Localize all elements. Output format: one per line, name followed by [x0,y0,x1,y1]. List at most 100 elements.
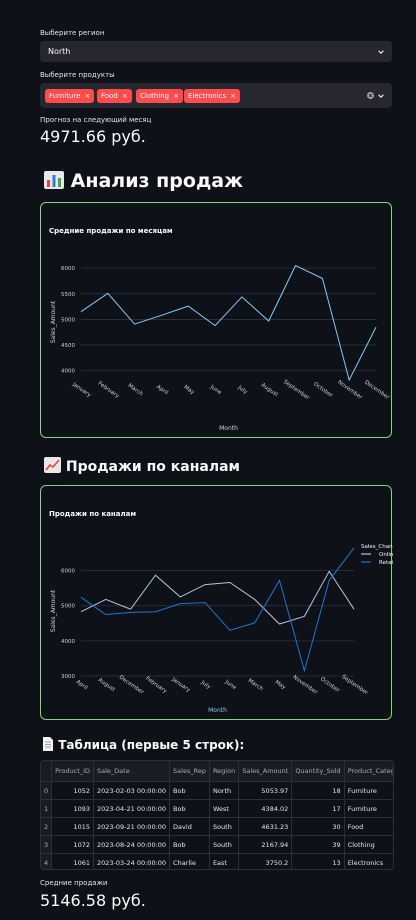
table-cell[interactable]: 4631.23 [238,817,293,836]
table-cell[interactable]: 1061 [51,853,94,869]
table-cell[interactable]: 17 [291,799,345,818]
column-header[interactable]: Sale_Date [93,761,171,782]
y-tick-label: 6000 [61,266,75,272]
region-select-value: North [48,47,71,56]
avg-sales-value: 5146.58 руб. [40,891,146,910]
column-header[interactable]: Product_Categ [344,761,393,782]
x-tick-label: June [208,384,223,397]
y-tick-label: 4000 [61,369,75,375]
x-tick-label: September [340,674,369,697]
forecast-value: 4971.66 руб. [40,127,146,146]
region-select[interactable]: North [40,41,392,62]
tag-furniture[interactable]: Furniture × [45,89,95,103]
table-cell[interactable]: 1093 [51,799,94,818]
chevron-down-icon[interactable] [378,93,384,99]
table-cell[interactable]: 39 [291,835,345,854]
table-cell[interactable]: West [209,799,240,818]
x-tick-label: October [319,676,341,694]
table-cell[interactable]: Furniture [344,799,393,818]
table-cell[interactable]: Bob [169,799,210,818]
x-axis-label: Month [219,425,238,432]
x-tick-label: January [170,676,192,694]
table-cell[interactable]: Food [344,817,393,836]
tag-clothing[interactable]: Clothing × [136,89,183,103]
trend-chart-icon [44,457,61,473]
x-tick-label: May [182,384,195,396]
table-cell[interactable]: Charlie [169,853,210,869]
table-row[interactable]: 3 1072 2023-08-24 00:00:00 Bob South 2167.94 3… [41,835,393,854]
x-tick-label: January [70,381,92,399]
table-cell[interactable]: 2023-02-03 00:00:00 [93,781,171,800]
x-tick-label: March [247,678,265,693]
table-cell[interactable]: South [209,835,240,854]
products-multiselect[interactable]: Furniture × Food × Clothing × Electronics × [40,83,392,108]
x-tick-label: October [312,381,334,399]
table-cell[interactable]: 2167.94 [238,835,293,854]
region-label: Выберите регион [40,29,105,37]
table-cell[interactable]: South [209,817,240,836]
x-tick-label: November [291,675,318,697]
x-tick-label: June [223,679,238,692]
close-icon[interactable]: × [84,92,91,100]
y-tick-label: 5500 [61,292,75,298]
column-header[interactable] [41,761,53,782]
table-cell[interactable]: 2023-04-21 00:00:00 [93,799,171,818]
table-cell[interactable]: 4 [41,853,53,869]
table-cell[interactable]: 4384.02 [238,799,293,818]
table-cell[interactable]: Electronics [344,853,393,869]
table-cell[interactable]: 2023-09-21 00:00:00 [93,817,171,836]
table-row[interactable]: 0 1052 2023-02-03 00:00:00 Bob North 5053.97 1… [41,781,393,800]
tag-electronics[interactable]: Electronics × [184,89,241,103]
close-icon[interactable]: × [230,92,237,100]
x-tick-label: April [75,679,89,691]
series-line-online [80,570,355,625]
column-header[interactable]: Region [209,761,240,782]
x-tick-label: August [97,677,117,693]
table-row[interactable]: 1 1093 2023-04-21 00:00:00 Bob West 4384.02 17… [41,799,393,818]
monthly-sales-chart: Средние продажи по месяцам 4000 4500 5000 55… [40,202,392,438]
x-tick-label: November [336,380,363,402]
x-tick-label: December [118,675,145,697]
table-cell[interactable]: 1052 [51,781,94,800]
table-cell[interactable]: 3 [41,835,53,854]
column-header[interactable]: Sales_Rep [169,761,210,782]
tag-food[interactable]: Food × [97,89,132,103]
table-cell[interactable]: Bob [169,781,210,800]
table-cell[interactable]: 13 [291,853,345,869]
data-table-grid[interactable]: Product_ID Sale_Date Sales_Rep Region Sales_… [41,761,393,869]
table-cell[interactable]: 2 [41,817,53,836]
table-cell[interactable]: 2023-03-24 00:00:00 [93,853,171,869]
table-cell[interactable]: Bob [169,835,210,854]
table-cell[interactable]: North [209,781,240,800]
table-cell[interactable]: 0 [41,781,53,800]
table-cell[interactable]: 2023-08-24 00:00:00 [93,835,171,854]
table-cell[interactable]: Furniture [344,781,393,800]
table-cell[interactable]: East [209,853,240,869]
data-table[interactable]: Product_ID Sale_Date Sales_Rep Region Sales_… [40,760,394,870]
table-cell[interactable]: 5053.97 [238,781,293,800]
table-row[interactable]: 2 1015 2023-09-21 00:00:00 David South 4631.2… [41,817,393,836]
close-icon[interactable]: × [173,92,179,100]
clear-all-icon[interactable] [367,92,374,99]
table-row[interactable]: 4 1061 2023-03-24 00:00:00 Charlie East 3750.… [41,853,393,869]
table-cell[interactable]: Clothing [344,835,393,854]
table-cell[interactable]: 1 [41,799,53,818]
table-cell[interactable]: 1015 [51,817,94,836]
table-body: 0 1052 2023-02-03 00:00:00 Bob North 5053.97 1… [41,781,393,869]
x-tick-label: March [127,383,145,398]
column-header[interactable]: Sales_Amount [238,761,293,782]
column-header[interactable]: Quantity_Sold [291,761,345,782]
column-header[interactable]: Product_ID [51,761,94,782]
section-title-channel-sales: Продажи по каналам [44,457,240,475]
table-cell[interactable]: 30 [291,817,345,836]
table-cell[interactable]: David [169,817,210,836]
x-tick-label: July [199,679,212,691]
table-header-row: Product_ID Sale_Date Sales_Rep Region Sales_… [41,761,393,782]
table-cell[interactable]: 18 [291,781,345,800]
bar-chart-icon [44,171,64,189]
x-tick-label: May [274,679,287,691]
table-cell[interactable]: 3750.2 [238,853,293,869]
close-icon[interactable]: × [121,92,128,100]
table-cell[interactable]: 1072 [51,835,94,854]
chevron-down-icon [378,50,384,54]
